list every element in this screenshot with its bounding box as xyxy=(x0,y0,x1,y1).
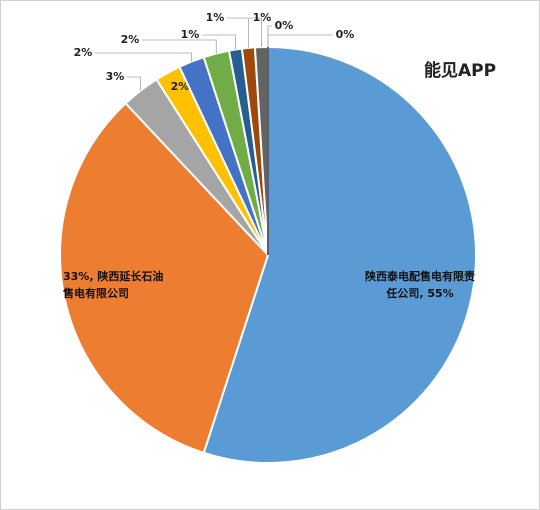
chart-title: 能见APP xyxy=(424,60,496,81)
data-label: 2% xyxy=(121,33,140,46)
data-label-box: 33%, 陕西延长石油售电有限公司 xyxy=(63,270,164,300)
data-label-box: 陕西泰电配售电有限责任公司, 55% xyxy=(365,270,475,300)
leader-line xyxy=(142,39,217,54)
data-label: 3% xyxy=(106,70,125,83)
leader-line xyxy=(250,17,262,48)
data-label: 陕西泰电配售电有限责任公司, 55% xyxy=(365,270,475,300)
leader-line xyxy=(227,17,249,48)
data-label: 0% xyxy=(275,19,294,32)
data-label: 1% xyxy=(253,11,272,24)
data-label: 2% xyxy=(171,80,190,93)
pie-slice xyxy=(202,45,477,464)
data-label: 0% xyxy=(336,28,355,41)
leader-line xyxy=(127,76,141,91)
data-label: 2% xyxy=(74,46,93,59)
data-label: 1% xyxy=(181,28,200,41)
pie-slice xyxy=(59,101,270,455)
leader-line xyxy=(267,34,333,47)
leader-line xyxy=(202,34,236,50)
data-label: 33%, 陕西延长石油售电有限公司 xyxy=(63,270,164,300)
data-label: 1% xyxy=(206,11,225,24)
leader-line xyxy=(95,52,192,62)
